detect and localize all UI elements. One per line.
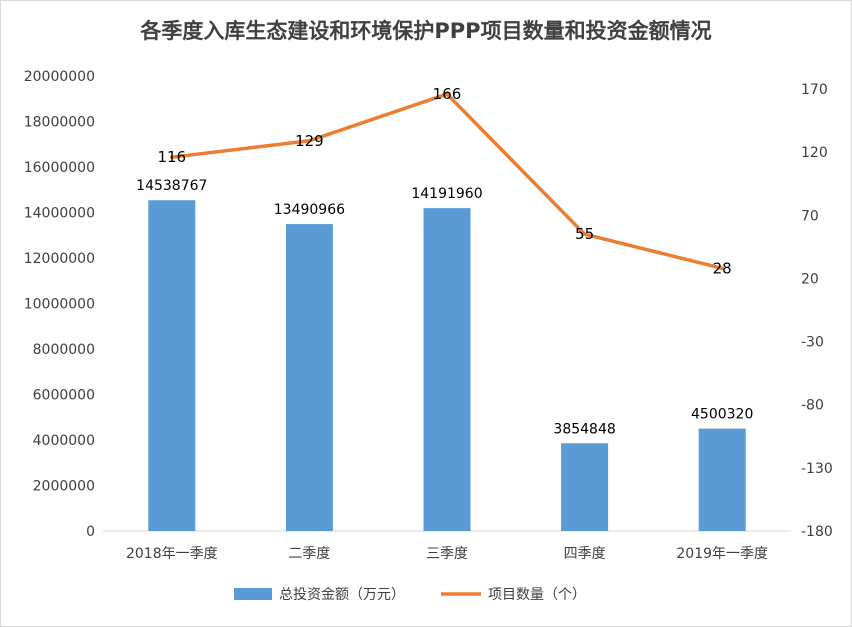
left-axis-tick-label: 16000000: [24, 160, 95, 176]
bar-series: [148, 200, 746, 532]
line-data-label: 28: [713, 259, 732, 277]
bar: [698, 428, 746, 531]
bar-data-label: 3854848: [553, 421, 615, 437]
left-axis-tick-label: 10000000: [24, 297, 95, 313]
bar-data-label: 14191960: [411, 186, 482, 202]
legend-bar-swatch: [234, 588, 272, 600]
legend: 总投资金额（万元） 项目数量（个）: [234, 587, 586, 603]
category-label: 2019年一季度: [676, 546, 768, 562]
right-axis-tick-label: -30: [801, 335, 824, 351]
bar: [148, 200, 196, 532]
right-axis-tick-label: 120: [801, 145, 828, 161]
line-series: [170, 92, 724, 271]
right-axis-tick-label: -80: [801, 398, 824, 414]
right-axis-tick-label: 70: [801, 208, 819, 224]
left-axis-tick-label: 12000000: [24, 251, 95, 267]
bar-data-label: 4500320: [691, 407, 753, 423]
left-axis-tick-label: 8000000: [33, 342, 95, 358]
category-label: 2018年一季度: [126, 546, 218, 562]
bar-data-label: 14538767: [136, 178, 207, 194]
right-axis: -180 -130 -80 -30 20 70 120 170: [801, 82, 833, 540]
chart-title: 各季度入库生态建设和环境保护PPP项目数量和投资金额情况: [140, 19, 712, 43]
category-label: 二季度: [288, 546, 330, 562]
legend-bar-label: 总投资金额（万元）: [279, 587, 405, 603]
category-label: 三季度: [426, 546, 468, 562]
line-path: [170, 92, 724, 271]
bar: [285, 224, 333, 532]
left-axis-tick-label: 20000000: [24, 69, 95, 85]
line-data-label: 166: [433, 85, 462, 103]
left-axis: 0 2000000 4000000 6000000 8000000 10000000 120…: [24, 69, 95, 540]
category-label: 四季度: [564, 546, 606, 562]
left-axis-tick-label: 2000000: [33, 479, 95, 495]
legend-line-label: 项目数量（个）: [488, 587, 586, 603]
bar-data-label: 13490966: [274, 202, 345, 218]
left-axis-tick-label: 4000000: [33, 433, 95, 449]
left-axis-tick-label: 0: [86, 524, 95, 540]
right-axis-tick-label: -180: [801, 524, 833, 540]
bar-data-labels: 14538767 13490966 14191960 3854848 4500320: [136, 178, 753, 437]
right-axis-tick-label: -130: [801, 461, 833, 477]
left-axis-tick-label: 18000000: [24, 115, 95, 131]
right-axis-tick-label: 20: [801, 271, 819, 287]
right-axis-tick-label: 170: [801, 82, 828, 98]
line-data-label: 55: [575, 225, 594, 243]
line-data-label: 116: [157, 148, 186, 166]
bar: [423, 208, 471, 531]
line-data-label: 129: [295, 132, 324, 150]
category-labels: 2018年一季度 二季度 三季度 四季度 2019年一季度: [126, 546, 768, 562]
line-data-labels: 116 129 166 55 28: [157, 85, 731, 277]
bar: [561, 443, 609, 531]
left-axis-tick-label: 14000000: [24, 206, 95, 222]
left-axis-tick-label: 6000000: [33, 388, 95, 404]
